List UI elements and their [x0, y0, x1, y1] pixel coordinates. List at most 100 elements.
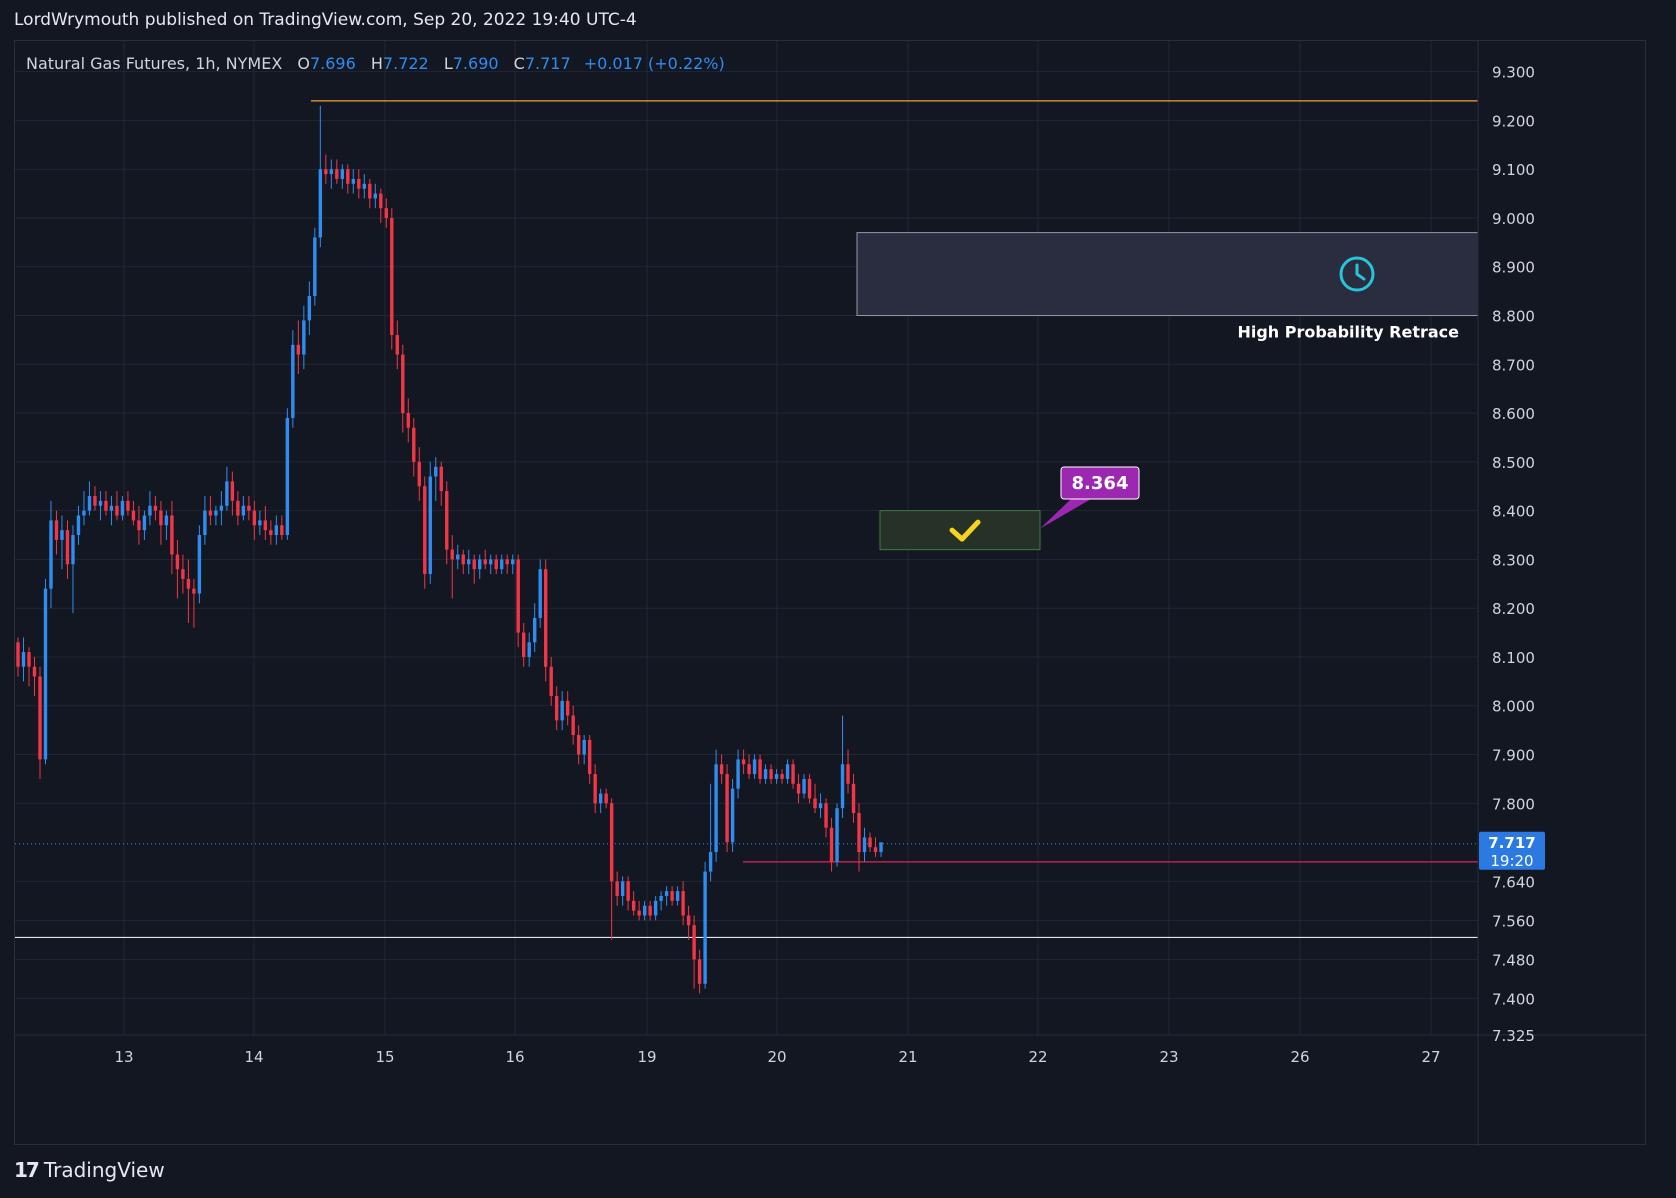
candle-body [527, 642, 531, 657]
x-tick-label: 20 [767, 1048, 786, 1066]
y-tick-label: 9.100 [1492, 161, 1535, 179]
candle-body [192, 588, 196, 594]
candle-body [807, 778, 812, 799]
open-label: O [297, 54, 310, 73]
candle-body [791, 764, 795, 784]
candle-body [598, 793, 603, 804]
candle-body [181, 569, 185, 579]
clock-icon [1339, 256, 1375, 292]
candle-body [142, 515, 147, 531]
candle-body [241, 505, 246, 516]
candle-body [252, 510, 257, 526]
candle-body [593, 774, 597, 804]
checkmark-icon [949, 519, 981, 542]
candle-body [576, 735, 581, 755]
candle-body [736, 759, 740, 789]
candle-body [164, 515, 169, 526]
open-value: 7.696 [309, 54, 356, 73]
current-price-value: 7.717 [1488, 834, 1535, 852]
candle-body [32, 666, 37, 677]
candle-body [587, 739, 592, 775]
candle-body [472, 559, 476, 570]
candle-body [653, 900, 658, 916]
target-callout-box [1060, 466, 1140, 500]
candle-body [609, 803, 614, 882]
candle-body [879, 842, 883, 853]
candle-body [851, 783, 856, 814]
x-tick-label: 23 [1159, 1048, 1178, 1066]
candle-body [626, 881, 630, 901]
candle-body [708, 852, 713, 872]
candle-body [318, 169, 323, 238]
candle-body [631, 900, 636, 911]
y-tick-label: 7.800 [1492, 795, 1535, 813]
candle-body [730, 788, 735, 843]
candle-body [329, 169, 334, 175]
candle-body [659, 895, 663, 901]
candle-body [313, 237, 317, 297]
y-tick-label: 8.700 [1492, 356, 1535, 374]
candle-body [247, 505, 251, 511]
y-tick-label: 9.000 [1492, 210, 1535, 228]
candle-body [384, 208, 388, 218]
x-tick-label: 26 [1290, 1048, 1309, 1066]
candle-body [203, 510, 207, 536]
candle-body [758, 759, 762, 779]
y-tick-label: 7.325 [1492, 1027, 1535, 1045]
candle-body [38, 676, 42, 760]
candle-body [857, 813, 861, 853]
candle-body [516, 559, 520, 633]
grid-layer [15, 41, 1478, 1036]
candle-body [153, 505, 158, 511]
chart-panel[interactable]: High Probability Retrace 7.717 19:20 8.364… [14, 40, 1647, 1146]
candlestick-chart[interactable]: High Probability Retrace 7.71719:208.364… [15, 41, 1647, 1146]
candle-body [664, 891, 669, 896]
candle-body [813, 798, 817, 809]
candle-body [467, 559, 471, 565]
candle-body [225, 481, 229, 506]
y-tick-label: 8.800 [1492, 308, 1535, 326]
candle-body [302, 320, 306, 355]
candle-body [362, 183, 367, 189]
candle-body [774, 774, 779, 779]
candle-body [65, 530, 70, 565]
candle-body [439, 466, 443, 492]
candle-body [489, 559, 493, 565]
candle-body [434, 466, 438, 477]
change-value: +0.017 (+0.22%) [583, 54, 725, 73]
candle-body [571, 715, 575, 736]
candle-body [98, 500, 103, 506]
candle-body [76, 515, 81, 536]
y-tick-label: 8.400 [1492, 503, 1535, 521]
candle-body [505, 559, 509, 565]
candle-body [543, 569, 548, 667]
candle-body [71, 535, 75, 565]
candle-body [214, 510, 218, 516]
candle-body [186, 578, 191, 589]
candle-body [54, 520, 59, 540]
x-tick-label: 27 [1421, 1048, 1440, 1066]
x-tick-label: 13 [114, 1048, 133, 1066]
x-tick-label: 22 [1028, 1048, 1047, 1066]
candle-body [428, 476, 432, 575]
clock-hands-icon [1355, 263, 1366, 281]
candle-body [230, 481, 235, 501]
low-label: L [443, 54, 453, 73]
x-tick-label: 15 [375, 1048, 394, 1066]
y-tick-label: 8.100 [1492, 649, 1535, 667]
tradingview-footer[interactable]: 17 TradingView [14, 1158, 165, 1182]
candle-body [285, 417, 290, 536]
candle-body [532, 617, 537, 643]
candle-body [554, 695, 559, 721]
candle-body [379, 193, 383, 209]
candle-body [335, 169, 339, 179]
ohlc-legend: Natural Gas Futures, 1h, NYMEX O7.696 H7… [26, 54, 725, 73]
candle-body [357, 178, 361, 189]
candle-body [873, 847, 878, 853]
candle-body [175, 554, 180, 570]
candle-body [648, 905, 652, 916]
candle-body [620, 881, 625, 896]
y-tick-label: 9.300 [1492, 64, 1535, 82]
candle-body [862, 837, 867, 853]
candle-body [522, 632, 526, 657]
